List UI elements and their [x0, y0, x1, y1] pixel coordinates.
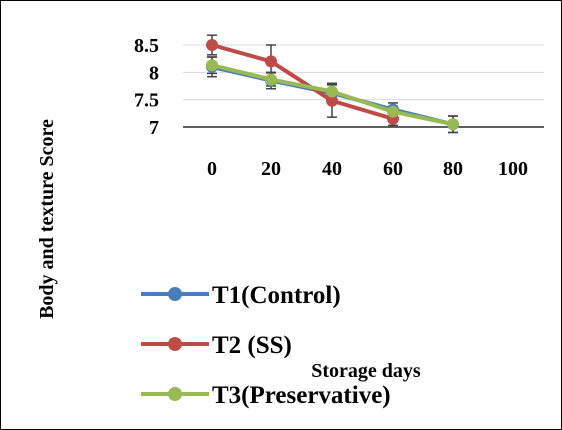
y-tick-label: 7.5 [134, 90, 159, 112]
legend: T1(Control) T2 (SS) T3(Preservative) [141, 282, 391, 409]
legend-label: T2 (SS) [212, 332, 292, 359]
legend-swatch-marker [168, 287, 182, 301]
series-3-point [265, 73, 277, 86]
x-tick-label: 100 [498, 158, 528, 180]
series-2-line [211, 43, 394, 121]
x-tick-label: 0 [207, 158, 217, 180]
x-tick-label: 40 [322, 158, 342, 180]
legend-swatch-marker [168, 387, 182, 401]
x-tick-label: 20 [261, 158, 281, 180]
series-3-point [447, 118, 459, 131]
x-tick-label: 80 [443, 158, 463, 180]
legend-label: T3(Preservative) [212, 382, 391, 409]
series-3-point [206, 59, 218, 72]
y-tick-label: 8.5 [134, 35, 159, 57]
series-3-point [387, 105, 399, 118]
series-2-point [206, 39, 218, 51]
x-tick-label: 60 [383, 158, 403, 180]
legend-swatch-marker [168, 337, 182, 351]
series-2-point [265, 55, 277, 68]
y-tick-labels: 7 7.5 8 8.5 [134, 35, 159, 139]
y-tick-label: 8 [149, 62, 159, 84]
y-axis-title: Body and texture Score [36, 119, 58, 319]
series-3-point [326, 85, 338, 98]
y-tick-label: 7 [149, 117, 159, 139]
series-lines [206, 39, 459, 131]
x-axis-title: Storage days [311, 360, 421, 382]
series-2-point [326, 94, 338, 107]
x-tick-labels: 0 20 40 60 80 100 [207, 158, 528, 180]
legend-label: T1(Control) [212, 282, 341, 309]
